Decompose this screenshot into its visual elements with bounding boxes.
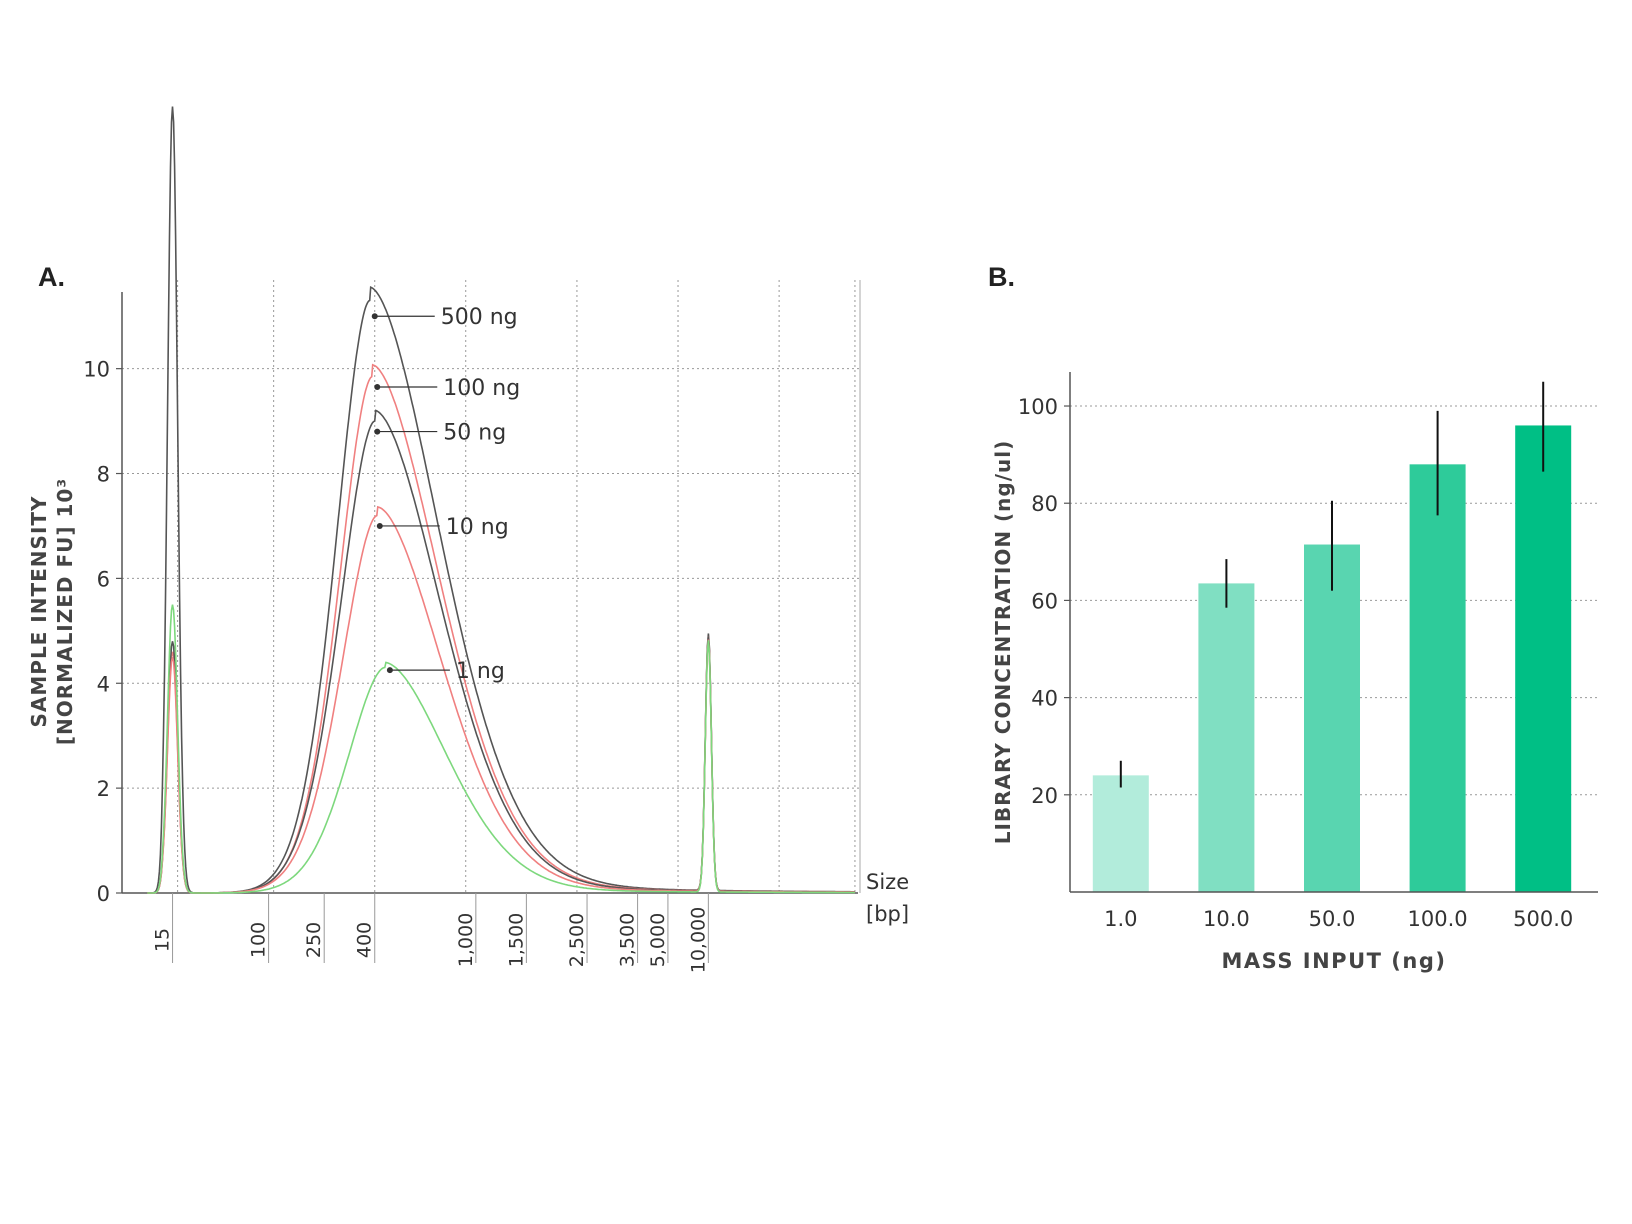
y-tick-label: 4 [97, 672, 110, 696]
x-tick-label: 15 [152, 928, 174, 952]
chart-a: 0 2 4 6 8 10 SAMPLE INTENSITY [NORMALIZED FU] 1… [27, 106, 909, 973]
x-tick-label: 400 [354, 922, 376, 958]
annotation-label: 1 ng [456, 659, 505, 684]
x-tick-label: 3,500 [617, 913, 639, 967]
annotation-label: 100 ng [443, 376, 520, 401]
trace-line-10-ng [147, 505, 855, 894]
y-tick-label: 60 [1031, 589, 1058, 613]
x-tick-label: 50.0 [1309, 907, 1356, 931]
x-tick-label: 2,500 [566, 913, 588, 967]
y-tick-label: 40 [1031, 687, 1058, 711]
x-tick-label: 1.0 [1104, 907, 1137, 931]
x-tick-label: 5,000 [647, 913, 669, 967]
y-tick-label: 10 [83, 358, 110, 382]
y-tick-label: 2 [97, 777, 110, 801]
x-tick-label: 500.0 [1513, 907, 1573, 931]
y-axis-title-line2: [NORMALIZED FU] 10³ [53, 478, 77, 745]
trace-line-1-ng [147, 604, 855, 894]
x-tick-label: 100.0 [1408, 907, 1468, 931]
trace-line-50-ng [147, 409, 855, 894]
y-tick-label: 100 [1018, 395, 1058, 419]
trace-line-500-ng [147, 106, 855, 894]
y-tick-label: 80 [1031, 492, 1058, 516]
annotation-label: 10 ng [446, 515, 509, 540]
y-tick-label: 6 [97, 567, 110, 591]
bar-50.0 [1304, 544, 1360, 892]
y-axis-title: LIBRARY CONCENTRATION (ng/ul) [991, 440, 1015, 845]
bar-10.0 [1198, 583, 1255, 892]
y-tick-label: 0 [97, 882, 110, 906]
bar-100.0 [1409, 464, 1466, 892]
x-tick-label: 10,000 [687, 907, 709, 973]
bar-1.0 [1092, 775, 1149, 892]
x-axis-title: MASS INPUT (ng) [1222, 949, 1447, 973]
panel-a-label: A. [38, 262, 65, 292]
panel-b-label: B. [988, 262, 1015, 292]
x-axis-title-line2: [bp] [866, 902, 909, 926]
y-axis-title-line1: SAMPLE INTENSITY [27, 495, 51, 727]
x-tick-label: 250 [303, 922, 325, 958]
x-tick-label: 100 [248, 922, 270, 958]
x-tick-label: 1,000 [455, 913, 477, 967]
y-tick-label: 8 [97, 463, 110, 487]
annotation-label: 500 ng [441, 305, 518, 330]
x-tick-label: 10.0 [1203, 907, 1250, 931]
x-tick-label: 1,500 [505, 913, 527, 967]
chart-b: 1.0 10.0 50.0 100.0 500.0 20 40 60 80 100 MASS INP… [991, 372, 1598, 973]
annotation-label: 50 ng [443, 421, 506, 446]
x-axis-title-line1: Size [866, 870, 909, 894]
bar-500.0 [1515, 425, 1572, 892]
y-tick-label: 20 [1031, 784, 1058, 808]
